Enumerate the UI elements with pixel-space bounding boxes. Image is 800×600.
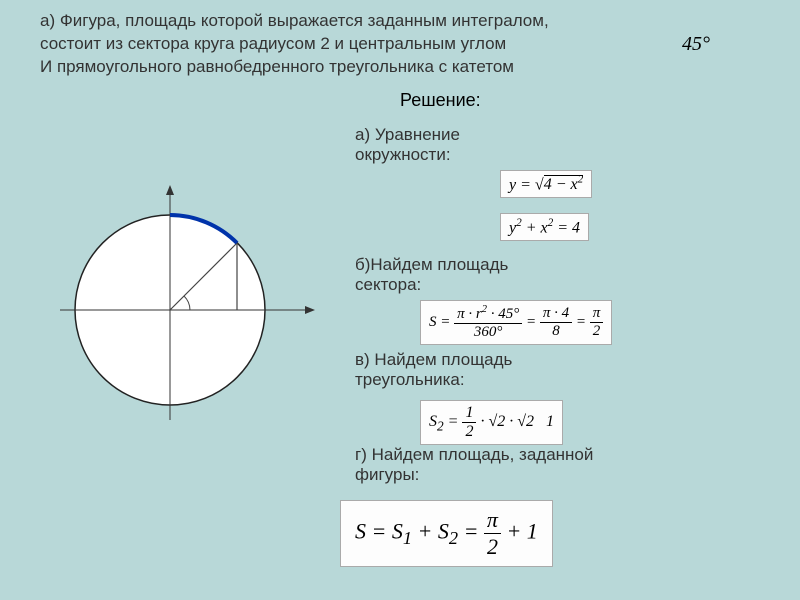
problem-line1: а) Фигура, площадь которой выражается за…: [40, 10, 549, 33]
problem-statement: а) Фигура, площадь которой выражается за…: [40, 10, 549, 79]
formula-sector: S = π · r2 · 45°360° = π · 48 = π2: [420, 300, 612, 345]
diagram-svg: [35, 150, 325, 440]
formula-circle-eq: y2 + x2 = 4: [500, 213, 589, 241]
formula-triangle: S2 = 12 · √2 · √2 1: [420, 400, 563, 445]
y-axis-arrow: [166, 185, 174, 195]
formula-circle-y: y = √4 − x2: [500, 170, 592, 198]
section-c-label: в) Найдем площадь треугольника:: [355, 350, 575, 390]
formula-final: S = S1 + S2 = π2 + 1: [340, 500, 553, 567]
angle-value: 45°: [682, 33, 710, 56]
problem-line2: состоит из сектора круга радиусом 2 и це…: [40, 33, 549, 56]
solution-heading: Решение:: [400, 90, 481, 111]
problem-line3: И прямоугольного равнобедренного треугол…: [40, 56, 549, 79]
section-b-label: б)Найдем площадь сектора:: [355, 255, 555, 295]
section-d-label: г) Найдем площадь, заданной фигуры:: [355, 445, 655, 485]
x-axis-arrow: [305, 306, 315, 314]
section-a-label: а) Уравнение окружности:: [355, 125, 495, 165]
geometry-diagram: [35, 150, 325, 440]
